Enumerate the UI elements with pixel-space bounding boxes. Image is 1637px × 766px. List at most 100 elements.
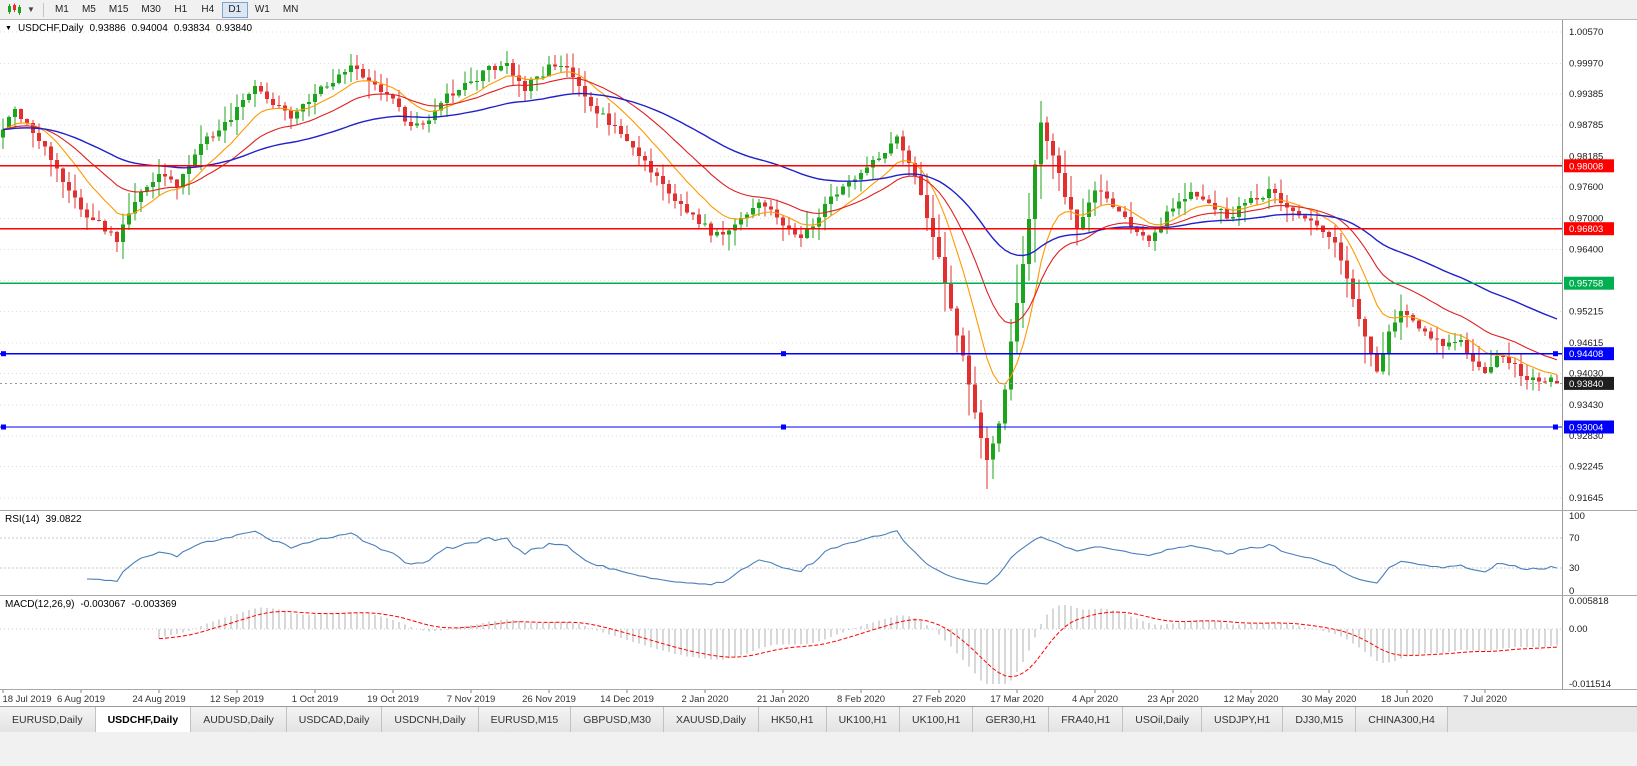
- timeframe-button-h1[interactable]: H1: [168, 2, 194, 18]
- ohlc-close: 0.93840: [215, 23, 253, 34]
- svg-text:0.99385: 0.99385: [1569, 89, 1603, 100]
- macd-main-value: -0.003067: [80, 599, 126, 610]
- date-axis-canvas[interactable]: 18 Jul 2019 6 Aug 2019 24 Aug 2019 12 Sep 2…: [0, 690, 1637, 706]
- macd-chart-canvas[interactable]: 0.005818 0.00 -0.011514: [0, 596, 1637, 689]
- timeframe-button-m30[interactable]: M30: [135, 2, 166, 18]
- tab-gbpusd-m30[interactable]: GBPUSD,M30: [571, 707, 664, 732]
- svg-text:0: 0: [1569, 586, 1574, 595]
- symbol-name: USDCHF,Daily: [17, 23, 84, 34]
- svg-text:0.94030: 0.94030: [1569, 369, 1603, 380]
- tab-usdcad-daily[interactable]: USDCAD,Daily: [286, 707, 383, 732]
- svg-text:0.96400: 0.96400: [1569, 245, 1603, 256]
- svg-text:0.00: 0.00: [1569, 624, 1588, 635]
- tab-usoil-daily[interactable]: USOil,Daily: [1123, 707, 1202, 732]
- svg-text:12 May 2020: 12 May 2020: [1224, 694, 1279, 705]
- macd-label: MACD(12,26,9) -0.003067 -0.003369: [5, 599, 177, 610]
- svg-text:0.91645: 0.91645: [1569, 493, 1603, 504]
- timeframe-button-m5[interactable]: M5: [76, 2, 102, 18]
- timeframe-buttons: M1 M5 M15 M30 H1 H4 D1 W1 MN: [49, 1, 305, 18]
- svg-text:18 Jul 2019: 18 Jul 2019: [2, 694, 51, 705]
- chart-toolbar: ▼ M1 M5 M15 M30 H1 H4 D1 W1 MN: [0, 0, 1637, 20]
- timeframe-button-w1[interactable]: W1: [249, 2, 276, 18]
- tab-dj30-m15[interactable]: DJ30,M15: [1283, 707, 1357, 732]
- toolbar-separator: [42, 2, 44, 17]
- symbol-tab-bar: EURUSD,Daily USDCHF,Daily AUDUSD,Daily USDC…: [0, 706, 1637, 732]
- svg-text:0.005818: 0.005818: [1569, 596, 1609, 607]
- svg-text:30 May 2020: 30 May 2020: [1302, 694, 1357, 705]
- svg-text:0.98785: 0.98785: [1569, 120, 1603, 131]
- svg-text:0.99970: 0.99970: [1569, 58, 1603, 69]
- svg-text:26 Nov 2019: 26 Nov 2019: [522, 694, 576, 705]
- svg-text:0.94408: 0.94408: [1569, 349, 1603, 360]
- svg-text:30: 30: [1569, 563, 1580, 574]
- svg-text:12 Sep 2019: 12 Sep 2019: [210, 694, 264, 705]
- svg-text:24 Aug 2019: 24 Aug 2019: [132, 694, 185, 705]
- chart-type-dropdown-icon[interactable]: ▼: [27, 5, 35, 14]
- timeframe-button-d1[interactable]: D1: [221, 1, 248, 18]
- svg-text:0.92245: 0.92245: [1569, 462, 1603, 473]
- svg-text:8 Feb 2020: 8 Feb 2020: [837, 694, 885, 705]
- tab-usdchf-daily[interactable]: USDCHF,Daily: [95, 707, 192, 732]
- tab-china300-h4[interactable]: CHINA300,H4: [1356, 707, 1448, 732]
- ohlc-low: 0.93834: [173, 23, 210, 34]
- rsi-chart-canvas[interactable]: 100 70 30 0: [0, 511, 1637, 595]
- svg-text:100: 100: [1569, 511, 1585, 522]
- tab-usdcnh-daily[interactable]: USDCNH,Daily: [382, 707, 479, 732]
- timeframe-button-mn[interactable]: MN: [277, 2, 305, 18]
- timeframe-button-m15[interactable]: M15: [103, 2, 134, 18]
- tab-xauusd-daily[interactable]: XAUUSD,Daily: [663, 707, 759, 732]
- macd-name: MACD(12,26,9): [5, 599, 75, 610]
- svg-text:70: 70: [1569, 533, 1580, 544]
- svg-text:0.98008: 0.98008: [1569, 161, 1603, 172]
- svg-text:1 Oct 2019: 1 Oct 2019: [292, 694, 338, 705]
- candlestick-chart-icon[interactable]: [7, 3, 23, 16]
- svg-text:6 Aug 2019: 6 Aug 2019: [57, 694, 105, 705]
- tab-eurusd-m15[interactable]: EURUSD,M15: [478, 707, 572, 732]
- symbol-ohlc-label: ▼ USDCHF,Daily 0.93886 0.94004 0.93834 0…: [5, 23, 252, 34]
- macd-signal-value: -0.003369: [131, 599, 177, 610]
- tab-ger30-h1[interactable]: GER30,H1: [973, 707, 1050, 732]
- date-axis: 18 Jul 2019 6 Aug 2019 24 Aug 2019 12 Sep 2…: [0, 690, 1637, 706]
- rsi-value: 39.0822: [45, 514, 82, 525]
- tab-audusd-daily[interactable]: AUDUSD,Daily: [191, 707, 287, 732]
- svg-text:4 Apr 2020: 4 Apr 2020: [1072, 694, 1118, 705]
- svg-text:0.97000: 0.97000: [1569, 213, 1603, 224]
- ohlc-high: 0.94004: [131, 23, 168, 34]
- svg-text:7 Jul 2020: 7 Jul 2020: [1463, 694, 1507, 705]
- price-chart-canvas[interactable]: 1.00570 0.99970 0.99385 0.98785 0.98185 0.976…: [0, 20, 1637, 510]
- svg-text:-0.011514: -0.011514: [1569, 679, 1611, 689]
- tab-hk50-h1[interactable]: HK50,H1: [758, 707, 827, 732]
- timeframe-button-m1[interactable]: M1: [49, 2, 75, 18]
- svg-text:0.95215: 0.95215: [1569, 307, 1603, 318]
- svg-text:2 Jan 2020: 2 Jan 2020: [681, 694, 728, 705]
- svg-text:1.00570: 1.00570: [1569, 27, 1603, 38]
- svg-text:17 Mar 2020: 17 Mar 2020: [990, 694, 1043, 705]
- ohlc-open: 0.93886: [89, 23, 126, 34]
- rsi-name: RSI(14): [5, 514, 40, 525]
- rsi-label: RSI(14) 39.0822: [5, 514, 82, 525]
- timeframe-button-h4[interactable]: H4: [195, 2, 221, 18]
- svg-text:0.92830: 0.92830: [1569, 431, 1603, 442]
- svg-text:0.97600: 0.97600: [1569, 182, 1603, 193]
- svg-text:14 Dec 2019: 14 Dec 2019: [600, 694, 654, 705]
- svg-text:0.93840: 0.93840: [1569, 379, 1603, 390]
- svg-text:21 Jan 2020: 21 Jan 2020: [757, 694, 809, 705]
- svg-text:0.98185: 0.98185: [1569, 152, 1603, 163]
- rsi-indicator-panel: 100 70 30 0 RSI(14) 39.0822: [0, 511, 1637, 596]
- tab-eurusd-daily[interactable]: EURUSD,Daily: [0, 707, 96, 732]
- svg-text:0.94615: 0.94615: [1569, 338, 1603, 349]
- svg-text:0.96803: 0.96803: [1569, 224, 1603, 235]
- tab-uk100-h1[interactable]: UK100,H1: [900, 707, 974, 732]
- price-chart-panel: 1.00570 0.99970 0.99385 0.98785 0.98185 0.976…: [0, 20, 1637, 511]
- tab-uk100-h1[interactable]: UK100,H1: [826, 707, 901, 732]
- svg-text:27 Feb 2020: 27 Feb 2020: [912, 694, 965, 705]
- tab-usdjpy-h1[interactable]: USDJPY,H1: [1201, 707, 1284, 732]
- svg-text:23 Apr 2020: 23 Apr 2020: [1147, 694, 1198, 705]
- macd-indicator-panel: 0.005818 0.00 -0.011514 MACD(12,26,9) -0.0…: [0, 596, 1637, 690]
- svg-text:19 Oct 2019: 19 Oct 2019: [367, 694, 419, 705]
- svg-text:0.93004: 0.93004: [1569, 423, 1603, 434]
- tab-fra40-h1[interactable]: FRA40,H1: [1049, 707, 1124, 732]
- svg-text:0.93430: 0.93430: [1569, 400, 1603, 411]
- window-bottom-area: [0, 732, 1637, 766]
